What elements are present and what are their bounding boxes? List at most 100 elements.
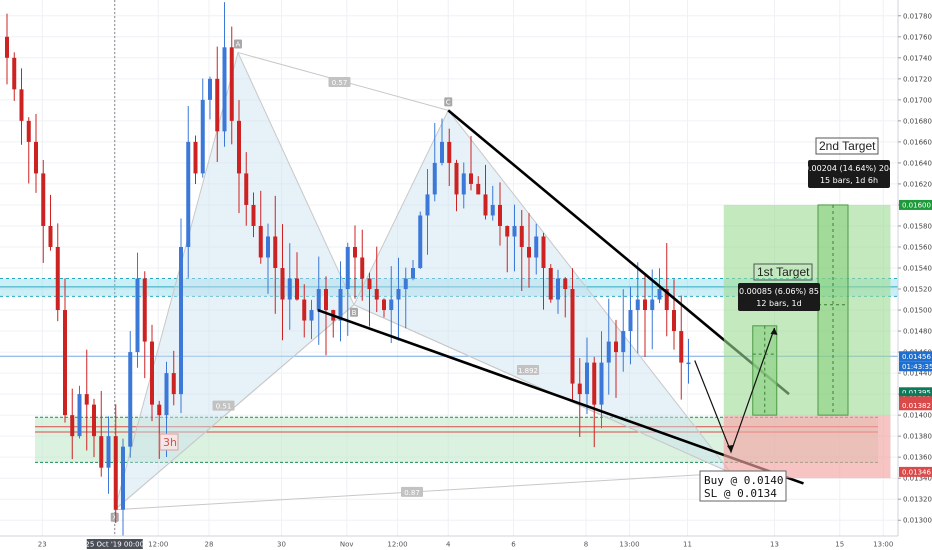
price-tick-label: 0.01540 [903,265,932,273]
time-tick-label: Nov [340,541,354,549]
candle-body [556,278,560,300]
stop-zone [723,415,891,479]
candle-body [382,299,386,311]
ratio-label: 0.57 [332,79,348,87]
price-tick-label: 0.01660 [903,138,932,146]
candlestick-series [5,2,691,550]
candle-body [606,341,611,363]
point-label-c: C [446,98,451,106]
price-tick-label: 0.01780 [903,12,932,20]
candle-body [454,162,459,195]
candle-body [360,257,365,279]
time-tick-label: 15 [835,541,844,549]
price-tick-label: 0.01680 [903,117,932,125]
point-label-x: X [112,514,117,522]
candle-body [229,47,234,121]
price-tag-label: 0.01346 [902,468,931,476]
candle-body [432,162,437,195]
candle-body [63,310,67,416]
price-tick-label: 0.01620 [903,180,932,188]
candle-body [92,404,96,437]
price-tag-label: 01:43:35 [902,363,932,371]
candle-body [48,225,53,247]
candle-body [193,141,198,174]
candle-body [570,289,575,384]
price-axis[interactable]: 0.01300 0.01320 0.01340 0.01360 0.01380 0.014… [897,0,932,550]
price-tick-label: 0.01720 [903,75,932,83]
candle-body [113,436,118,510]
candle-body [563,278,568,290]
price-tick-label: 0.01560 [903,243,932,251]
candle-body [5,36,9,58]
candle-body [77,394,82,437]
ratio-label: 0.51 [216,403,232,411]
candle-body [577,383,582,395]
candle-body [541,236,546,268]
candle-body [614,341,618,353]
price-tick-label: 0.01500 [903,307,932,315]
candle-body [273,236,278,268]
candle-body [657,289,662,300]
price-axis-bg [898,0,932,550]
arrow-head-up [770,327,778,335]
target1-stats-line2: 12 bars, 1d [756,299,801,308]
ratio-badge [212,400,235,411]
target1-title: 1st Target [757,265,810,279]
candle-body [280,268,285,300]
candle-body [585,362,589,395]
candle-body [121,446,125,510]
target2-title: 2nd Target [819,139,876,153]
time-axis[interactable]: 23 25 Oct '19 00:00 12:00 28 30 Nov 12:00 4 6 8 13… [0,535,932,550]
time-tick-label: 8 [584,541,588,549]
candle-body [244,173,249,205]
time-tick-label: 6 [511,541,516,549]
candle-body [171,373,176,395]
candle-body [440,141,444,163]
price-tag-label: 0.01456 [902,353,931,361]
candle-body [179,246,183,395]
time-tick-label: 28 [205,541,214,549]
ratio-badge [328,76,351,87]
time-tick-label: 13:00 [619,541,639,549]
candle-body [664,289,669,311]
pattern-connector [353,304,732,474]
target1-stats-box [738,283,820,311]
time-axis-bg [0,536,932,550]
time-tick-label: 11 [683,541,692,549]
time-tick-label: 30 [277,541,286,549]
candle-body [12,57,17,90]
candle-body [389,299,394,311]
arrow-head-down [727,444,734,452]
price-tag-label: 0.01600 [902,201,931,209]
price-tag [899,387,932,398]
target2-title-frame [815,137,879,155]
candle-body [490,204,495,216]
price-tag-label: 0.01382 [902,402,931,410]
candle-body [483,194,488,216]
target2-stats-box [808,160,890,188]
buy-note: Buy @ 0.0140 [704,474,783,487]
target1-title-frame [753,263,813,281]
candle-body [425,194,430,216]
price-tick-label: 0.01480 [903,328,932,336]
time-tick-label: 4 [446,541,451,549]
candle-body [186,141,191,247]
price-tick-label: 0.01340 [903,475,932,483]
price-tick-label: 0.01580 [903,222,932,230]
candle-body [461,173,466,195]
candle-body [316,289,321,311]
candle-body [295,278,299,300]
candle-body [70,415,75,437]
candle-body [519,225,524,247]
candle-body [418,215,423,268]
point-badge-x [110,512,119,522]
candle-body [26,120,31,142]
candle-body [309,310,314,321]
candle-body [200,99,205,174]
candle-body [34,141,38,174]
candle-body [512,225,517,237]
price-tag [899,351,932,362]
candle-body [99,436,104,468]
